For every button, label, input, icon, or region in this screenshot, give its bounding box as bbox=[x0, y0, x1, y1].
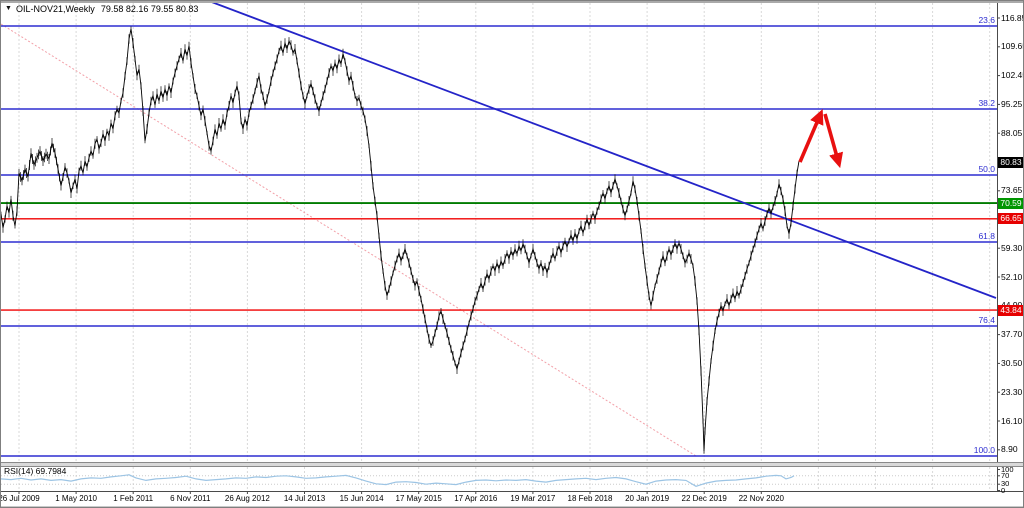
price-axis-label: 16.10 bbox=[1001, 415, 1023, 426]
level-price-tag-70.59: 70.59 bbox=[998, 197, 1023, 209]
price-axis-label: 73.65 bbox=[1001, 185, 1023, 196]
price-axis-label: 59.30 bbox=[1001, 242, 1023, 253]
window-bottom-edge bbox=[1, 506, 1023, 507]
date-axis-label: 26 Jul 2009 bbox=[0, 494, 40, 503]
descending-trendline[interactable] bbox=[208, 1, 997, 299]
level-price-tag-66.65: 66.65 bbox=[998, 213, 1023, 225]
rsi-scale-label: 100 bbox=[1001, 464, 1014, 474]
fib-level-label-100.0: 100.0 bbox=[973, 445, 995, 455]
price-axis-label: 116.85 bbox=[1001, 12, 1024, 23]
date-axis-label: 6 Nov 2011 bbox=[170, 494, 211, 503]
symbol-dropdown-icon[interactable]: ▼ bbox=[5, 5, 12, 12]
price-axis-label: 109.65 bbox=[1001, 41, 1023, 52]
fib-baseline[interactable] bbox=[1, 23, 697, 457]
price-axis-label: 37.70 bbox=[1001, 329, 1023, 340]
date-axis-label: 17 May 2015 bbox=[395, 494, 442, 503]
date-axis-border bbox=[1, 491, 1023, 492]
price-axis-label: 95.25 bbox=[1001, 98, 1023, 109]
drawn-arrow-down[interactable] bbox=[823, 113, 844, 169]
symbol-timeframe-label: OIL-NOV21,Weekly bbox=[15, 4, 95, 14]
date-axis-label: 22 Nov 2020 bbox=[738, 494, 784, 503]
price-axis-label: 52.10 bbox=[1001, 271, 1023, 282]
rsi-scale-label: 70 bbox=[1001, 470, 1010, 480]
fib-level-label-61.8: 61.8 bbox=[978, 231, 995, 241]
date-axis-label: 19 Mar 2017 bbox=[510, 494, 556, 503]
level-price-tag-43.84: 43.84 bbox=[998, 304, 1023, 316]
price-axis-label: 8.90 bbox=[1001, 444, 1018, 455]
pane-separator[interactable] bbox=[1, 462, 1023, 467]
rsi-line bbox=[1, 474, 795, 487]
rsi-scale-label: 30 bbox=[1001, 479, 1010, 489]
date-axis-label: 15 Jun 2014 bbox=[339, 494, 384, 503]
date-axis-label: 20 Jan 2019 bbox=[625, 494, 670, 503]
candlestick-bars bbox=[1, 26, 798, 454]
symbol-title: ▼ OIL-NOV21,Weekly 79.58 82.16 79.55 80.… bbox=[5, 4, 198, 14]
price-axis-label: 88.05 bbox=[1001, 127, 1023, 138]
date-axis-label: 1 May 2010 bbox=[55, 494, 97, 503]
date-axis-label: 14 Jul 2013 bbox=[283, 494, 326, 503]
date-axis-label: 17 Apr 2016 bbox=[454, 494, 498, 503]
drawn-arrow-up[interactable] bbox=[798, 109, 824, 163]
fib-level-label-50.0: 50.0 bbox=[978, 164, 995, 174]
date-axis-label: 26 Aug 2012 bbox=[224, 494, 270, 503]
window-top-edge bbox=[1, 1, 1023, 3]
rsi-scale-label: 0 bbox=[1001, 485, 1006, 495]
fib-level-label-76.4: 76.4 bbox=[978, 315, 995, 325]
fib-level-label-23.6: 23.6 bbox=[978, 15, 995, 25]
price-axis-border bbox=[997, 1, 998, 491]
price-axis-label: 102.45 bbox=[1001, 70, 1023, 81]
fib-level-label-38.2: 38.2 bbox=[978, 98, 995, 108]
price-series-line bbox=[1, 28, 800, 452]
date-axis-label: 22 Dec 2019 bbox=[681, 494, 727, 503]
date-axis-label: 1 Feb 2011 bbox=[113, 494, 154, 503]
current-price-tag: 80.83 bbox=[998, 156, 1023, 168]
price-axis-label: 30.50 bbox=[1001, 357, 1023, 368]
date-axis-label: 18 Feb 2018 bbox=[567, 494, 613, 503]
ohlc-quote-label: 79.58 82.16 79.55 80.83 bbox=[100, 4, 199, 14]
rsi-indicator-label: RSI(14) 69.7984 bbox=[4, 466, 67, 476]
price-axis-label: 23.30 bbox=[1001, 386, 1023, 397]
